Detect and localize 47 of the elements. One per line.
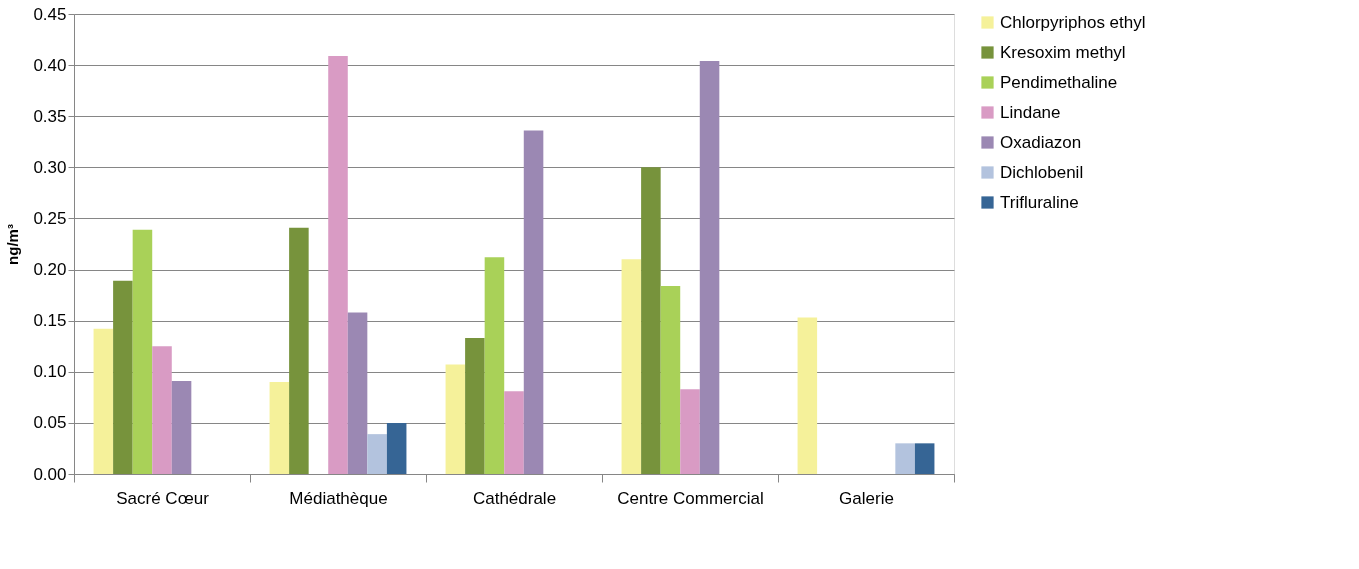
bar bbox=[171, 380, 192, 474]
y-tick-label: 0.35 bbox=[33, 106, 67, 126]
legend-label: Lindane bbox=[1000, 102, 1061, 122]
bar bbox=[660, 285, 681, 474]
bar bbox=[93, 328, 114, 474]
bar bbox=[523, 130, 544, 474]
y-tick-label: 0.10 bbox=[33, 362, 67, 382]
bar bbox=[641, 167, 661, 474]
bar bbox=[152, 346, 172, 474]
bar bbox=[445, 364, 466, 474]
y-tick-label: 0.05 bbox=[33, 413, 67, 433]
legend-label: Trifluraline bbox=[1000, 192, 1079, 212]
bar bbox=[484, 257, 505, 474]
bar bbox=[680, 389, 700, 474]
x-tick-label: Sacré Cœur bbox=[116, 488, 210, 508]
y-tick-label: 0.20 bbox=[33, 260, 67, 280]
y-tick-label: 0.40 bbox=[33, 55, 67, 75]
bar bbox=[132, 229, 153, 474]
bar bbox=[895, 443, 915, 474]
bar bbox=[269, 382, 290, 474]
y-tick-label: 0.15 bbox=[33, 311, 67, 331]
bar bbox=[621, 259, 642, 474]
legend-label: Dichlobenil bbox=[1000, 162, 1084, 182]
legend-label: Chlorpyriphos ethyl bbox=[1000, 12, 1146, 32]
y-tick-label: 0.45 bbox=[33, 4, 67, 24]
bar bbox=[465, 338, 485, 474]
y-axis-title: ng/m³ bbox=[4, 224, 22, 265]
y-tick-label: 0.00 bbox=[33, 464, 67, 484]
bar bbox=[914, 443, 935, 474]
x-tick-label: Centre Commercial bbox=[617, 488, 764, 508]
bar bbox=[113, 280, 133, 474]
bar bbox=[289, 227, 309, 474]
bar bbox=[367, 434, 387, 474]
x-tick-label: Médiathèque bbox=[289, 488, 388, 508]
bar bbox=[504, 391, 524, 474]
y-tick-label: 0.30 bbox=[33, 157, 67, 177]
y-tick-label: 0.25 bbox=[33, 208, 67, 228]
bar bbox=[386, 422, 407, 474]
legend-label: Oxadiazon bbox=[1000, 132, 1082, 152]
bar bbox=[699, 61, 720, 474]
bar bbox=[797, 317, 818, 474]
bar bbox=[328, 55, 348, 474]
bar bbox=[347, 312, 368, 474]
legend-label: Kresoxim methyl bbox=[1000, 42, 1126, 62]
x-tick-label: Galerie bbox=[839, 488, 894, 508]
legend-label: Pendimethaline bbox=[1000, 72, 1118, 92]
x-tick-label: Cathédrale bbox=[472, 488, 557, 508]
